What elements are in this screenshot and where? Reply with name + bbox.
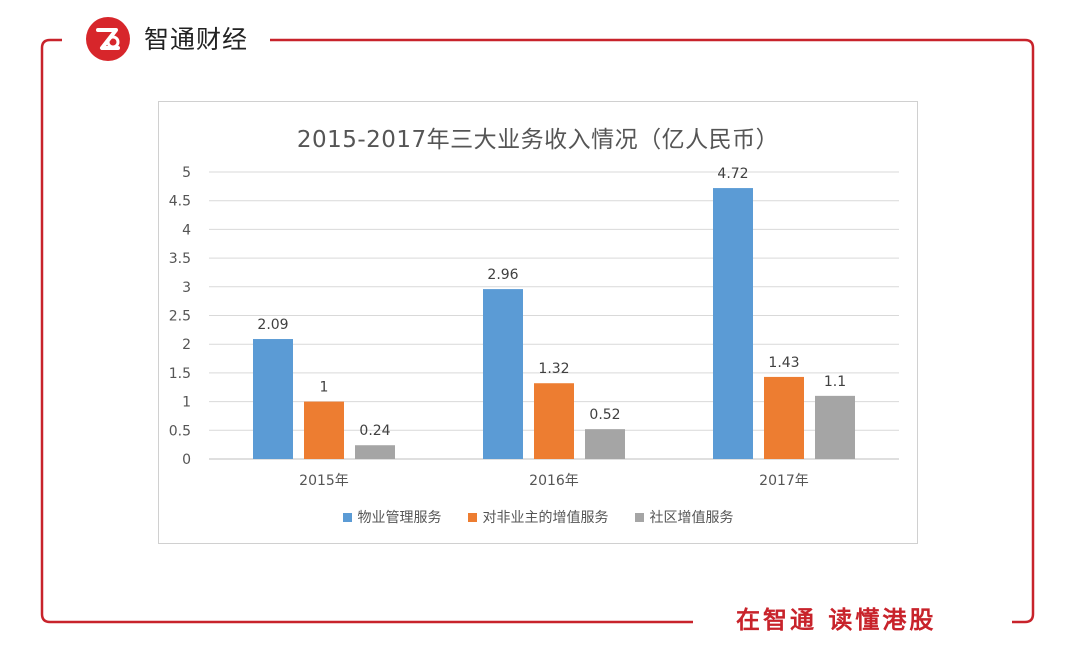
data-label: 0.24: [359, 423, 390, 439]
y-tick-label: 0.5: [169, 423, 191, 439]
legend-label: 社区增值服务: [649, 510, 734, 526]
legend-entry: 对非业主的增值服务: [467, 507, 609, 527]
data-label: 2.96: [487, 267, 518, 283]
legend-swatch: [634, 512, 644, 522]
legend-label: 对非业主的增值服务: [482, 510, 609, 526]
data-label: 1: [320, 380, 329, 396]
bar: [483, 289, 523, 459]
data-label: 1.32: [538, 361, 569, 377]
brand-logo-icon: [86, 17, 130, 61]
y-tick-label: 4.5: [169, 194, 191, 210]
data-label: 1.43: [768, 355, 799, 371]
y-tick-label: 2: [182, 337, 191, 353]
data-label: 0.52: [589, 407, 620, 423]
x-tick-label: 2017年: [759, 473, 809, 489]
chart-container: 2015-2017年三大业务收入情况（亿人民币） 0 0.5 1 1.5 2 2.5 3 3.…: [158, 101, 918, 544]
bar: [534, 383, 574, 459]
brand-slogan: 在智通 读懂港股: [730, 602, 943, 638]
bar: [764, 376, 804, 459]
bar: [713, 188, 753, 459]
y-tick-label: 3.5: [169, 251, 191, 267]
y-tick-label: 5: [182, 165, 191, 181]
y-tick-label: 1.5: [169, 366, 191, 382]
data-label: 1.1: [824, 374, 846, 390]
chart-legend: 物业管理服务 对非业主的增值服务 社区增值服务: [159, 507, 917, 527]
data-label: 4.72: [717, 166, 748, 182]
legend-swatch: [467, 512, 477, 522]
bar: [355, 445, 395, 459]
chart-title: 2015-2017年三大业务收入情况（亿人民币）: [296, 127, 780, 153]
bar: [253, 339, 293, 459]
bar-chart: 0 0.5 1 1.5 2 2.5 3 3.5 4 4.5 5 2.09 1 0.24 2015年 2.96 1…: [169, 165, 899, 489]
brand-name: 智通财经: [140, 22, 253, 58]
x-tick-label: 2016年: [529, 473, 579, 489]
y-tick-label: 3: [182, 280, 191, 296]
y-tick-label: 0: [182, 452, 191, 468]
data-label: 2.09: [257, 317, 288, 333]
legend-label: 物业管理服务: [357, 510, 442, 526]
bar: [585, 429, 625, 459]
x-tick-label: 2015年: [299, 473, 349, 489]
bar: [304, 401, 344, 459]
y-tick-label: 4: [182, 222, 191, 238]
legend-entry: 社区增值服务: [634, 507, 734, 527]
legend-swatch: [342, 512, 352, 522]
bar: [815, 395, 855, 459]
y-tick-label: 2.5: [169, 309, 191, 325]
legend-entry: 物业管理服务: [342, 507, 442, 527]
y-tick-label: 1: [182, 395, 191, 411]
